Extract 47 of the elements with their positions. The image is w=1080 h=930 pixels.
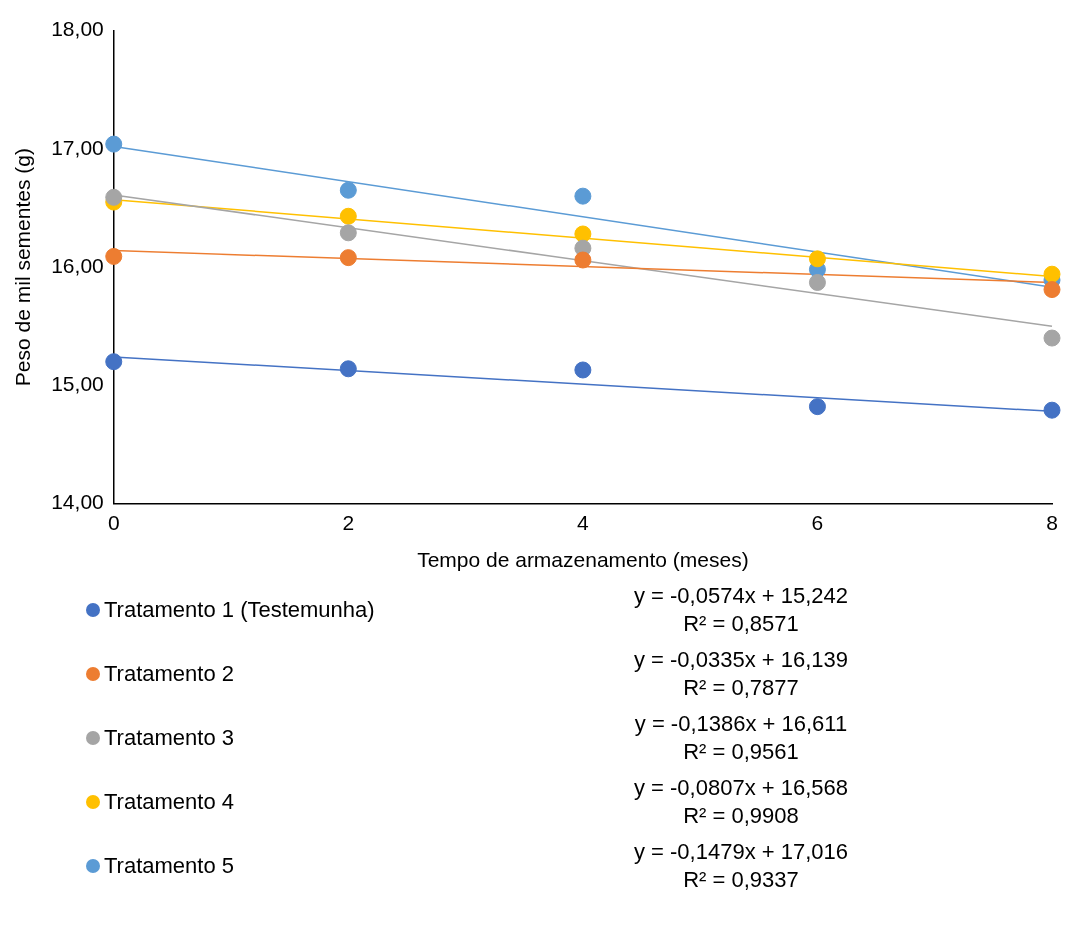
point xyxy=(1043,265,1061,283)
text: y = -0,0807x + 16,568 xyxy=(632,774,850,802)
point xyxy=(105,135,123,153)
x-tick-label: 0 xyxy=(107,511,120,534)
point xyxy=(339,249,357,267)
legend-label: Tratamento 4 xyxy=(104,789,235,815)
point xyxy=(105,353,123,371)
text: R² = 0,9561 xyxy=(682,738,800,766)
point xyxy=(339,224,357,242)
x-tick-label: 4 xyxy=(577,511,590,534)
point xyxy=(574,251,592,269)
y-axis-title: Peso de mil sementes (g) xyxy=(11,148,35,387)
point xyxy=(808,398,826,416)
point xyxy=(339,207,357,225)
text: y = -0,1479x + 17,016 xyxy=(632,838,850,866)
y-tick-label: 14,00 xyxy=(51,490,104,514)
legend-label: Tratamento 2 xyxy=(104,661,235,687)
point xyxy=(574,187,592,205)
text: R² = 0,7877 xyxy=(682,674,800,702)
text: y = -0,1386x + 16,611 xyxy=(633,710,849,738)
point xyxy=(574,361,592,379)
point xyxy=(105,188,123,206)
legend-label: Tratamento 1 (Testemunha) xyxy=(104,597,375,623)
x-axis-title: Tempo de armazenamento (meses) xyxy=(417,548,749,572)
y-tick-label: 15,00 xyxy=(51,372,104,396)
point xyxy=(808,250,826,268)
point xyxy=(339,360,357,378)
point xyxy=(1043,329,1061,347)
point xyxy=(574,225,592,243)
y-tick-label: 18,00 xyxy=(51,17,104,41)
point xyxy=(339,181,357,199)
point xyxy=(1043,401,1061,419)
text: y = -0,0335x + 16,139 xyxy=(632,646,850,674)
x-tick-label: 6 xyxy=(811,511,824,534)
point xyxy=(105,247,123,265)
point xyxy=(808,273,826,291)
text: y = -0,0574x + 15,242 xyxy=(632,582,850,610)
legend-label: Tratamento 3 xyxy=(104,725,235,751)
legend-label: Tratamento 5 xyxy=(104,853,235,879)
text: R² = 0,9908 xyxy=(682,802,800,830)
x-tick-label: 8 xyxy=(1046,511,1058,534)
point xyxy=(1043,281,1061,299)
text: R² = 0,9337 xyxy=(682,866,800,894)
x-tick-label: 2 xyxy=(342,511,355,534)
text: R² = 0,8571 xyxy=(682,610,800,638)
y-tick-label: 16,00 xyxy=(51,253,104,277)
y-tick-label: 17,00 xyxy=(51,135,104,159)
